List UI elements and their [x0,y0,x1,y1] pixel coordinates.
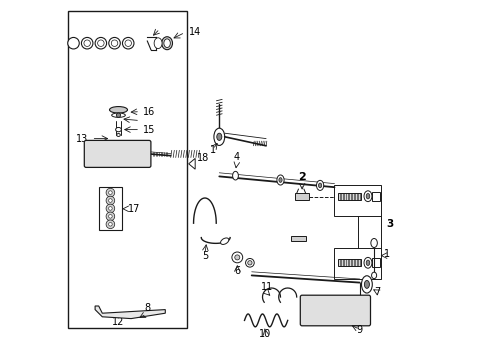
Text: 9: 9 [356,325,362,335]
Circle shape [98,40,104,46]
Bar [337,193,361,200]
Circle shape [111,40,118,46]
Ellipse shape [109,107,127,113]
Ellipse shape [366,194,369,199]
Ellipse shape [232,171,238,180]
Text: 16: 16 [142,107,155,117]
Text: 13: 13 [76,134,88,144]
Circle shape [108,215,112,218]
Text: 3: 3 [386,219,393,229]
Circle shape [245,258,254,267]
Ellipse shape [366,260,369,266]
Text: 11: 11 [260,282,272,292]
Circle shape [95,37,106,49]
Bar [334,185,381,216]
Bar [371,258,380,267]
Text: 2: 2 [298,172,305,182]
Bar [371,192,380,201]
Text: 17: 17 [127,204,140,214]
Text: 4: 4 [233,152,239,162]
Text: 18: 18 [197,153,209,163]
Bar [294,193,309,200]
Ellipse shape [361,276,371,293]
FancyBboxPatch shape [84,140,151,167]
Circle shape [234,255,239,260]
Text: 12: 12 [112,317,124,327]
Bar [291,236,305,241]
Ellipse shape [371,272,376,279]
Bar [334,248,381,279]
Ellipse shape [363,257,371,268]
Circle shape [108,199,112,202]
Ellipse shape [276,175,284,185]
Ellipse shape [364,280,368,288]
Circle shape [108,222,112,226]
Circle shape [106,212,115,221]
Bar [99,187,122,230]
Circle shape [247,261,251,265]
Circle shape [106,204,115,213]
Circle shape [108,191,112,194]
Circle shape [106,220,115,229]
Circle shape [125,40,131,46]
Circle shape [231,252,242,263]
Bar [68,11,186,328]
Text: 5: 5 [202,251,207,261]
Text: 6: 6 [234,266,240,276]
Polygon shape [188,158,195,169]
Ellipse shape [316,180,323,190]
Ellipse shape [363,191,371,202]
Circle shape [116,113,121,117]
Ellipse shape [115,127,121,132]
Circle shape [84,40,90,46]
Ellipse shape [220,238,228,244]
Ellipse shape [111,113,125,117]
Text: 15: 15 [142,125,155,135]
Text: 10: 10 [259,329,271,339]
Text: 1: 1 [383,249,389,260]
Text: 7: 7 [374,287,380,297]
Polygon shape [95,306,165,319]
Circle shape [126,312,132,318]
Ellipse shape [213,128,224,145]
Bar [337,259,361,266]
Ellipse shape [154,38,162,49]
Ellipse shape [278,178,282,183]
Ellipse shape [370,239,377,248]
Circle shape [81,37,93,49]
Circle shape [122,37,134,49]
Circle shape [108,207,112,210]
Text: 1: 1 [209,145,215,155]
Circle shape [108,37,120,49]
Text: 14: 14 [188,27,201,37]
Text: 8: 8 [144,303,150,314]
Ellipse shape [163,39,170,48]
Ellipse shape [117,134,120,136]
Ellipse shape [216,133,222,140]
Ellipse shape [162,37,172,50]
Circle shape [68,37,79,49]
Ellipse shape [318,183,321,188]
FancyBboxPatch shape [300,295,370,326]
Circle shape [106,188,115,197]
Circle shape [106,196,115,205]
